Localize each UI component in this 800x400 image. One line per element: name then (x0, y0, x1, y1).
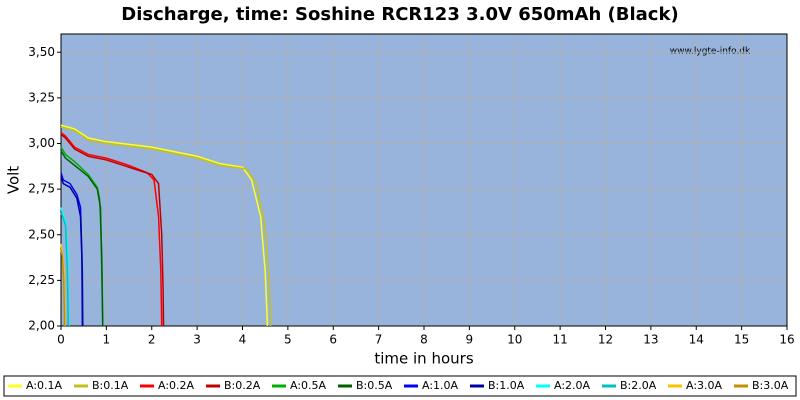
x-tick-label: 2 (148, 333, 156, 347)
series-line (60, 131, 163, 327)
y-tick-label: 2,00 (28, 319, 55, 333)
legend-label: A:3.0A (686, 379, 723, 392)
y-tick-label: 3,50 (28, 45, 55, 59)
y-tick-label: 2,75 (28, 182, 55, 196)
y-tick-label: 3,25 (28, 90, 55, 104)
x-tick-label: 16 (779, 333, 794, 347)
watermark: www.lygte-info.dk (670, 47, 751, 57)
x-tick-label: 10 (507, 333, 522, 347)
y-axis-label: Volt (5, 166, 23, 194)
x-tick-label: 1 (103, 333, 111, 347)
series-line (60, 176, 84, 327)
series-line (60, 124, 269, 327)
legend-label: B:3.0A (752, 379, 789, 392)
legend-label: B:0.5A (356, 379, 393, 392)
legend-label: B:1.0A (488, 379, 525, 392)
x-tick-label: 15 (734, 333, 749, 347)
x-tick-label: 11 (552, 333, 567, 347)
series-line (60, 126, 272, 327)
legend-label: A:0.5A (290, 379, 327, 392)
y-tick-label: 2,25 (28, 273, 55, 287)
x-tick-label: 6 (329, 333, 337, 347)
chart-title: Discharge, time: Soshine RCR123 3.0V 650… (121, 4, 678, 25)
x-tick-label: 12 (598, 333, 613, 347)
legend-label: A:0.2A (158, 379, 195, 392)
legend-label: B:2.0A (620, 379, 657, 392)
x-tick-label: 4 (239, 333, 247, 347)
legend-label: A:0.1A (26, 379, 63, 392)
x-tick-label: 0 (57, 333, 65, 347)
x-tick-label: 14 (689, 333, 704, 347)
x-tick-label: 5 (284, 333, 292, 347)
x-tick-label: 7 (375, 333, 383, 347)
series-line (60, 150, 104, 327)
series-line (60, 212, 70, 327)
legend-box (3, 375, 797, 397)
x-tick-label: 8 (420, 333, 428, 347)
legend-label: A:1.0A (422, 379, 459, 392)
x-axis-label: time in hours (374, 350, 473, 368)
plot-frame (60, 33, 788, 327)
series-line (60, 249, 66, 327)
y-tick-label: 3,00 (28, 136, 55, 150)
x-tick-label: 3 (193, 333, 201, 347)
series-line (60, 133, 165, 327)
x-tick-label: 9 (466, 333, 474, 347)
legend-label: A:2.0A (554, 379, 591, 392)
y-tick-label: 2,50 (28, 227, 55, 241)
legend-label: B:0.1A (92, 379, 129, 392)
x-tick-label: 13 (643, 333, 658, 347)
legend-label: B:0.2A (224, 379, 261, 392)
